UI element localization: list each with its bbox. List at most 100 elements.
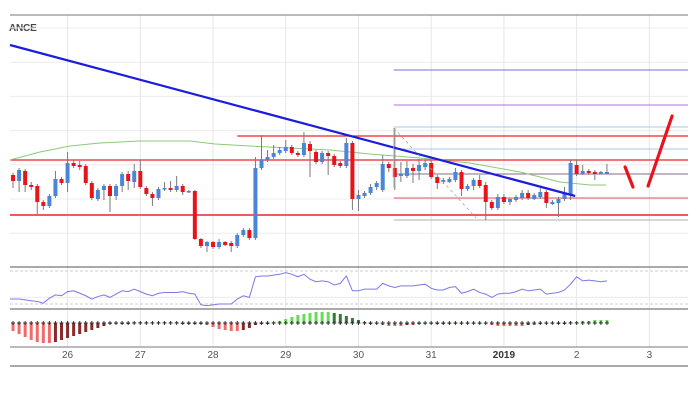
macd-histogram-bar <box>72 323 76 336</box>
macd-zero-marker <box>338 321 343 325</box>
macd-zero-marker <box>277 321 282 325</box>
candle-body <box>162 188 167 190</box>
candle-body <box>150 194 155 198</box>
candle-body <box>471 180 476 186</box>
macd-zero-marker <box>320 321 325 325</box>
candle <box>489 200 494 210</box>
macd-zero-marker <box>344 321 349 325</box>
candle <box>435 175 440 189</box>
candle <box>307 141 312 177</box>
candle-body <box>186 191 191 193</box>
candle-body <box>65 163 70 183</box>
candle-body <box>538 192 543 197</box>
macd-histogram-bar <box>308 313 312 323</box>
candle <box>23 169 28 192</box>
macd-zero-marker <box>162 321 167 325</box>
candle <box>495 194 500 210</box>
candle-body <box>126 174 131 181</box>
macd-zero-marker <box>532 321 537 325</box>
macd-histogram-bar <box>29 323 33 340</box>
macd-histogram-bar <box>66 323 70 338</box>
x-tick-label: 2019 <box>493 350 516 361</box>
macd-histogram-bar <box>338 314 342 323</box>
macd-zero-marker <box>544 321 549 325</box>
macd-zero-marker <box>95 321 100 325</box>
candle <box>598 171 603 174</box>
candle <box>368 184 373 195</box>
candle-body <box>441 180 446 182</box>
candle-body <box>477 180 482 186</box>
candle-body <box>314 152 319 162</box>
macd-histogram-bar <box>47 323 51 343</box>
x-tick-label: 31 <box>426 350 438 361</box>
candle <box>326 151 331 175</box>
macd-zero-marker <box>259 321 264 325</box>
candle-body <box>447 179 452 182</box>
candle <box>235 233 240 248</box>
macd-zero-marker <box>295 321 300 325</box>
macd-histogram-bar <box>332 313 336 323</box>
candle-body <box>501 197 506 202</box>
macd-zero-marker <box>41 321 46 325</box>
macd-zero-marker <box>59 321 64 325</box>
macd-zero-marker <box>580 321 585 325</box>
candle-body <box>198 239 203 246</box>
candle-body <box>17 170 22 181</box>
macd-zero-marker <box>23 321 28 325</box>
candle-body <box>459 172 464 189</box>
macd-zero-marker <box>35 321 40 325</box>
macd-zero-marker <box>11 321 16 325</box>
macd-zero-marker <box>17 321 22 325</box>
macd-zero-marker <box>471 321 476 325</box>
candle <box>101 184 106 200</box>
candle-body <box>417 165 422 171</box>
candle-body <box>568 163 573 195</box>
macd-zero-marker <box>598 321 603 325</box>
candle-body <box>107 186 112 196</box>
candle-body <box>11 175 16 181</box>
macd-zero-marker <box>604 321 609 325</box>
candle <box>356 190 361 211</box>
macd-zero-marker <box>592 321 597 325</box>
macd-zero-marker <box>423 321 428 325</box>
macd-zero-marker <box>483 321 488 325</box>
candle <box>168 181 173 192</box>
macd-histogram-bar <box>290 317 294 323</box>
candle-body <box>435 177 440 183</box>
macd-zero-marker <box>253 321 258 325</box>
macd-zero-marker <box>47 321 52 325</box>
candle-body <box>114 186 119 196</box>
macd-zero-marker <box>435 321 440 325</box>
candle <box>223 241 228 246</box>
macd-zero-marker <box>507 321 512 325</box>
candle <box>507 198 512 205</box>
candle-body <box>211 242 216 247</box>
macd-zero-marker <box>350 321 355 325</box>
candle <box>520 190 525 200</box>
macd-histogram-bar <box>53 323 57 342</box>
candle <box>526 190 531 200</box>
candle <box>453 168 458 182</box>
candle <box>29 182 34 190</box>
candle-body <box>380 164 385 190</box>
candle <box>229 241 234 252</box>
candle <box>332 154 337 167</box>
macd-zero-marker <box>150 321 155 325</box>
candle <box>283 140 288 153</box>
macd-zero-marker <box>374 321 379 325</box>
x-tick-label: 3 <box>647 350 653 361</box>
candle <box>441 178 446 184</box>
macd-histogram-bar <box>11 323 15 331</box>
macd-zero-marker <box>29 321 34 325</box>
candle-body <box>295 153 300 155</box>
candle <box>11 173 16 188</box>
x-tick-label: 29 <box>280 350 292 361</box>
macd-histogram-bar <box>23 323 27 337</box>
macd-zero-marker <box>411 321 416 325</box>
macd-zero-marker <box>495 321 500 325</box>
macd-zero-marker <box>398 321 403 325</box>
candle <box>417 159 422 180</box>
macd-zero-marker <box>562 321 567 325</box>
